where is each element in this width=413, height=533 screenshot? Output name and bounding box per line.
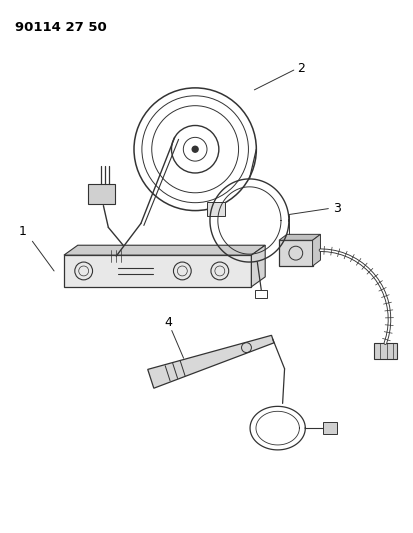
Polygon shape (312, 235, 320, 266)
Polygon shape (278, 235, 320, 240)
Polygon shape (147, 335, 273, 388)
Text: 90114 27 50: 90114 27 50 (14, 21, 106, 34)
FancyBboxPatch shape (255, 290, 266, 297)
Text: 2: 2 (296, 62, 304, 75)
Text: 1: 1 (19, 225, 26, 238)
Polygon shape (251, 245, 265, 287)
FancyBboxPatch shape (88, 184, 115, 204)
Text: 4: 4 (164, 316, 171, 329)
FancyBboxPatch shape (106, 250, 126, 262)
FancyBboxPatch shape (64, 255, 251, 287)
FancyBboxPatch shape (322, 422, 336, 434)
Circle shape (192, 146, 198, 152)
FancyBboxPatch shape (373, 343, 396, 359)
FancyBboxPatch shape (278, 240, 312, 266)
Text: 3: 3 (332, 202, 340, 215)
FancyBboxPatch shape (206, 201, 224, 215)
Polygon shape (64, 245, 265, 255)
